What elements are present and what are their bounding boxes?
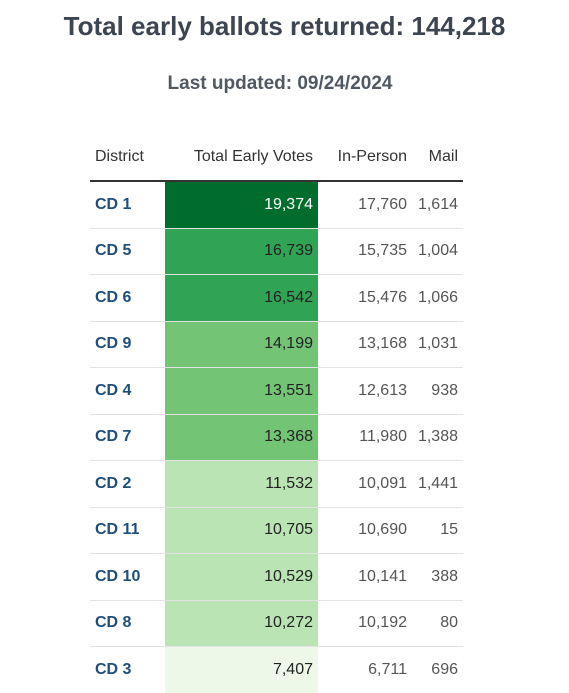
- table-header-row: District Total Early Votes In-Person Mai…: [90, 134, 463, 182]
- district-cell: CD 2: [90, 460, 165, 508]
- total-early-votes-cell: 13,551: [165, 367, 318, 415]
- column-header-in-person[interactable]: In-Person: [318, 134, 412, 182]
- in-person-cell: 17,760: [318, 181, 412, 229]
- table-body: CD 1 19,374 17,760 1,614 CD 5 16,739 15,735 1,0…: [90, 181, 463, 693]
- early-votes-table: District Total Early Votes In-Person Mai…: [90, 134, 463, 693]
- in-person-cell: 15,476: [318, 274, 412, 322]
- district-cell: CD 7: [90, 414, 165, 461]
- column-header-total-early-votes[interactable]: Total Early Votes: [165, 134, 318, 182]
- column-header-mail[interactable]: Mail: [412, 134, 463, 182]
- in-person-cell: 15,735: [318, 228, 412, 275]
- total-early-votes-cell: 16,542: [165, 274, 318, 322]
- table-row: CD 4 13,551 12,613 938: [90, 367, 463, 415]
- table-row: CD 2 11,532 10,091 1,441: [90, 460, 463, 508]
- district-cell: CD 11: [90, 507, 165, 554]
- in-person-cell: 10,141: [318, 553, 412, 601]
- table-row: CD 8 10,272 10,192 80: [90, 600, 463, 647]
- mail-cell: 1,031: [412, 321, 463, 368]
- mail-cell: 388: [412, 553, 463, 601]
- district-cell: CD 4: [90, 367, 165, 415]
- district-cell: CD 3: [95, 660, 132, 678]
- mail-cell: 1,004: [412, 228, 463, 275]
- district-cell: CD 10: [90, 553, 165, 601]
- mail-cell: 1,441: [412, 460, 463, 508]
- district-cell: CD 9: [90, 321, 165, 368]
- column-header-district[interactable]: District: [90, 134, 165, 182]
- table-row: CD 3 7,407 6,711 696: [90, 646, 463, 693]
- table-row: CD 7 13,368 11,980 1,388: [90, 414, 463, 461]
- table-row: CD 11 10,705 10,690 15: [90, 507, 463, 554]
- in-person-cell: 13,168: [318, 321, 412, 368]
- total-early-votes-cell: 14,199: [165, 321, 318, 368]
- in-person-cell: 10,091: [318, 460, 412, 508]
- table-row: CD 10 10,529 10,141 388: [90, 553, 463, 601]
- mail-cell: 15: [412, 507, 463, 554]
- in-person-cell: 12,613: [318, 367, 412, 415]
- in-person-cell: 11,980: [318, 414, 412, 461]
- total-early-votes-cell: 10,272: [165, 600, 318, 647]
- table-row: CD 9 14,199 13,168 1,031: [90, 321, 463, 368]
- total-early-votes-cell: 7,407: [165, 646, 318, 693]
- last-updated-label: Last updated: 09/24/2024: [167, 73, 393, 94]
- district-cell: CD 6: [90, 274, 165, 322]
- table-row: CD 5 16,739 15,735 1,004: [90, 228, 463, 275]
- total-early-votes-cell: 19,374: [165, 181, 318, 229]
- in-person-cell: 6,711: [368, 660, 407, 678]
- mail-cell: 80: [412, 600, 463, 647]
- mail-cell: 696: [431, 660, 458, 678]
- table-row: CD 1 19,374 17,760 1,614: [90, 181, 463, 229]
- in-person-cell: 10,192: [318, 600, 412, 647]
- total-early-votes-cell: 11,532: [165, 460, 318, 508]
- chart-title: Total early ballots returned: 144,218: [63, 11, 506, 41]
- district-cell: CD 8: [90, 600, 165, 647]
- total-early-votes-cell: 10,705: [165, 507, 318, 554]
- table-row: CD 6 16,542 15,476 1,066: [90, 274, 463, 322]
- mail-cell: 1,066: [412, 274, 463, 322]
- total-early-votes-cell: 10,529: [165, 553, 318, 601]
- district-cell: CD 5: [90, 228, 165, 275]
- total-early-votes-cell: 13,368: [165, 414, 318, 461]
- district-cell: CD 1: [90, 181, 165, 229]
- in-person-cell: 10,690: [318, 507, 412, 554]
- mail-cell: 938: [412, 367, 463, 415]
- mail-cell: 1,614: [412, 181, 463, 229]
- mail-cell: 1,388: [412, 414, 463, 461]
- total-early-votes-cell: 16,739: [165, 228, 318, 275]
